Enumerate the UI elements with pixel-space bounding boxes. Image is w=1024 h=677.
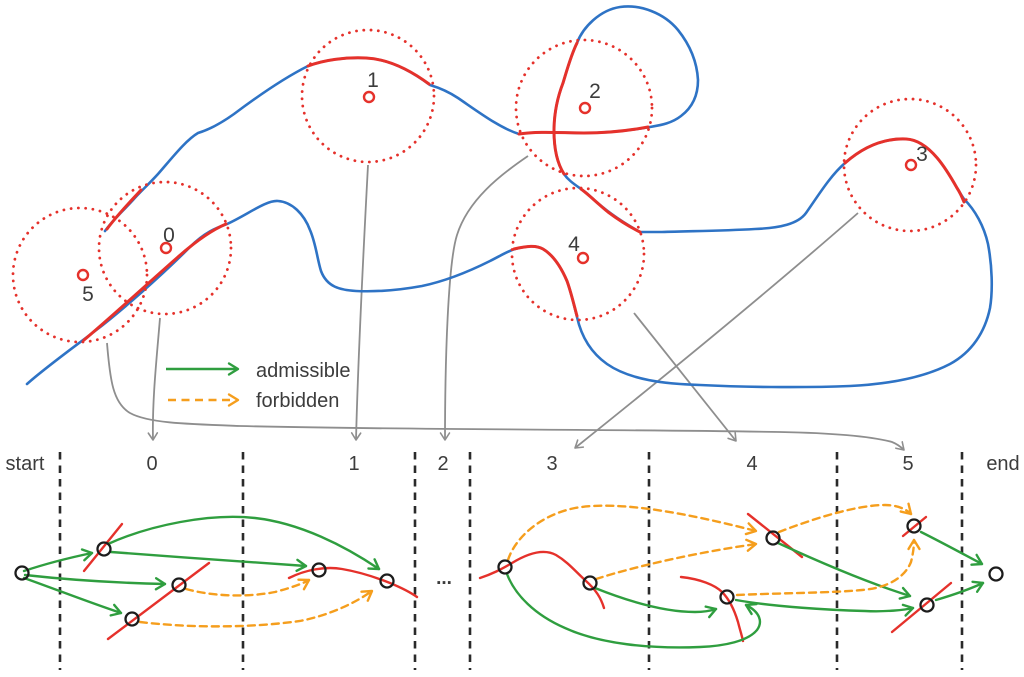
waypoint-circle-3: [842, 97, 978, 233]
waypoint-circle-0: [97, 180, 233, 316]
graph-node-4t: [765, 530, 781, 546]
waypoint-label-1: 1: [367, 69, 379, 92]
edge-admissible-start-0c: [22, 576, 123, 617]
waypoint-circle-5: [11, 206, 149, 344]
edge-admissible-0a-1b: [106, 515, 381, 571]
graph-node-start: [14, 565, 30, 581]
edge-forbidden-3b-4t: [594, 538, 758, 581]
link-arrow-circle0-to-label0: [147, 317, 161, 441]
trajectory-chord-0-5-terminal: [105, 188, 143, 231]
column-label-1: 1: [348, 453, 359, 475]
trajectory-curve: [25, 5, 994, 389]
trajectory-chord-1: [306, 56, 431, 86]
edge-admissible-3a-4b: [505, 572, 762, 649]
graph-node-3b: [582, 575, 598, 591]
trajectory-chord-4-upper: [579, 187, 642, 234]
node-tangent-0b-0c: [106, 561, 211, 641]
link-arrow-circle3-to-label3: [574, 212, 859, 449]
edge-admissible-5b-end: [934, 580, 985, 602]
edge-admissible-3b-4b: [593, 586, 718, 619]
waypoint-center-icon: [362, 90, 376, 104]
waypoints-layer: 0 1 2 3 4 5: [11, 28, 978, 344]
graph-layer: start 0 1 2 3 4 5 end...: [6, 452, 1020, 670]
column-label-4: 4: [746, 453, 757, 475]
edge-admissible-start-0b: [23, 573, 167, 591]
waypoint-circle-4: [510, 186, 646, 322]
column-label-end: end: [986, 453, 1019, 475]
edge-admissible-start-0a: [22, 548, 94, 573]
edge-forbidden-4t-5t: [777, 502, 913, 534]
edge-forbidden-3a-4t: [506, 504, 758, 562]
column-label-start: start: [6, 453, 45, 475]
link-arrows-layer: [106, 155, 905, 451]
column-label-0: 0: [146, 453, 157, 475]
link-arrow-circle1-to-label1: [350, 164, 369, 441]
graph-node-3a: [497, 559, 513, 575]
waypoint-circle-2: [514, 38, 654, 178]
graph-node-5t: [906, 518, 922, 534]
waypoint-label-3: 3: [916, 143, 928, 166]
waypoint-center-icon: [904, 158, 918, 172]
graph-node-1a: [311, 562, 327, 578]
waypoint-label-5: 5: [82, 283, 94, 306]
edge-forbidden-0b-1a: [184, 578, 311, 597]
graph-node-4b: [719, 589, 735, 605]
column-label-3: 3: [546, 453, 557, 475]
waypoint-center-icon: [578, 101, 592, 115]
column-label-5: 5: [902, 453, 913, 475]
edge-admissible-4t-5b: [776, 541, 912, 600]
legend: admissible forbidden: [166, 360, 350, 412]
waypoint-label-0: 0: [163, 224, 175, 247]
waypoint-label-4: 4: [568, 233, 580, 256]
legend-forbidden-label: forbidden: [256, 390, 339, 412]
node-tangent-1a-1b: [287, 566, 419, 599]
legend-admissible-label: admissible: [256, 360, 350, 382]
waypoint-center-icon: [576, 251, 590, 265]
link-arrow-circle2-to-label2: [439, 155, 529, 441]
edge-forbidden-0c-1b: [138, 589, 374, 628]
graph-node-end: [988, 566, 1004, 582]
trajectory-chord-5-0-outbound: [82, 222, 228, 342]
edge-admissible-5t-end: [919, 530, 984, 566]
graph-node-0a: [96, 541, 112, 557]
waypoint-center-icon: [76, 268, 90, 282]
node-tangent-5t: [901, 515, 928, 538]
graph-node-1b: [379, 573, 395, 589]
node-tangent-4b: [679, 575, 745, 643]
column-label-2: 2: [437, 453, 448, 475]
edge-forbidden-4b-5t: [735, 538, 921, 597]
waypoint-circle-1: [300, 28, 436, 164]
graph-ellipsis: ...: [436, 568, 452, 589]
edge-admissible-4b-5b: [734, 598, 915, 617]
waypoint-label-2: 2: [589, 80, 601, 103]
trajectory-chord-4-lower: [512, 244, 579, 318]
waypoint-center-icon: [159, 241, 173, 255]
link-arrow-circle5-to-label5: [106, 342, 905, 451]
trajectory-chord-2-vertical: [552, 41, 579, 176]
link-arrow-circle4-to-label4: [633, 312, 737, 442]
edge-admissible-0a-1a: [109, 550, 308, 573]
graph-node-0c: [124, 611, 140, 627]
graph-node-0b: [171, 577, 187, 593]
trajectory-chord-2-horizontal: [517, 125, 650, 136]
trajectory-layer: [25, 5, 994, 389]
node-tangent-0a: [82, 522, 124, 573]
trajectory-chord-3: [843, 137, 966, 204]
graph-node-5b: [919, 597, 935, 613]
